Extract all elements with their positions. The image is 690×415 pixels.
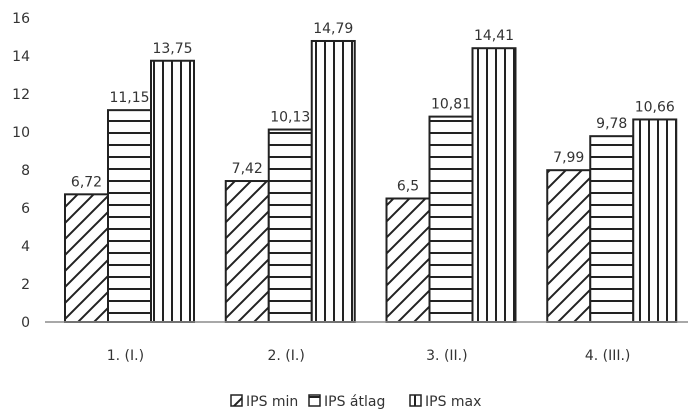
bar-horizontal-1 — [267, 128, 313, 323]
legend-swatch-horizontal — [308, 394, 321, 407]
data-label-horizontal-2: 10,81 — [431, 97, 471, 113]
legend-swatch-vertical — [409, 394, 422, 407]
bar-diagonal-1 — [224, 180, 270, 323]
legend-label-horizontal: IPS átlag — [324, 394, 385, 410]
bar-diagonal-3 — [546, 169, 592, 323]
data-label-diagonal-1: 7,42 — [232, 161, 263, 177]
y-tick-label-4: 8 — [21, 163, 30, 179]
y-tick-label-8: 16 — [12, 11, 30, 27]
bar-diagonal-0 — [64, 193, 109, 324]
category-label-3: 4. (III.) — [585, 348, 631, 364]
data-label-diagonal-3: 7,99 — [553, 150, 584, 166]
legend-label-diagonal: IPS min — [246, 394, 298, 410]
bar-vertical-2 — [471, 47, 517, 324]
y-tick-label-3: 6 — [21, 201, 30, 217]
data-label-vertical-3: 10,66 — [635, 99, 675, 115]
category-label-0: 1. (I.) — [107, 348, 144, 364]
legend: IPS min IPS átlag IPS max — [230, 394, 481, 410]
data-label-diagonal-2: 6,5 — [397, 179, 419, 195]
bar-vertical-3 — [632, 118, 678, 323]
y-tick-label-6: 12 — [12, 87, 30, 103]
y-tick-label-0: 0 — [21, 315, 30, 331]
category-labels: 1. (I.) 2. (I.) 3. (II.) 4. (III.) — [107, 348, 631, 364]
bar-vertical-1 — [310, 39, 356, 324]
bar-horizontal-3 — [589, 135, 635, 323]
category-label-2: 3. (II.) — [426, 348, 467, 364]
data-label-vertical-0: 13,75 — [152, 41, 192, 57]
y-tick-label-7: 14 — [12, 49, 30, 65]
y-tick-label-1: 2 — [21, 277, 30, 293]
bar-vertical-0 — [150, 59, 195, 323]
data-labels-group: 6,72 11,15 13,75 7,42 10,13 14,79 6,5 10,81 14,4… — [71, 21, 675, 195]
category-label-1: 2. (I.) — [267, 348, 304, 364]
data-label-vertical-2: 14,41 — [474, 28, 514, 44]
data-label-horizontal-1: 10,13 — [270, 110, 310, 126]
y-tick-label-2: 4 — [21, 239, 30, 255]
data-label-diagonal-0: 6,72 — [71, 174, 102, 190]
data-label-horizontal-0: 11,15 — [109, 90, 149, 106]
bars-group — [64, 39, 678, 324]
bar-horizontal-0 — [107, 109, 152, 324]
data-label-horizontal-3: 9,78 — [596, 116, 627, 132]
bar-horizontal-2 — [428, 115, 474, 323]
y-tick-label-5: 10 — [12, 125, 30, 141]
legend-label-vertical: IPS max — [425, 394, 481, 410]
bar-diagonal-2 — [385, 197, 431, 323]
y-axis-tick-labels: 0 2 4 6 8 10 12 14 16 — [12, 11, 30, 331]
data-label-vertical-1: 14,79 — [313, 21, 353, 37]
legend-swatch-diagonal — [230, 394, 243, 407]
